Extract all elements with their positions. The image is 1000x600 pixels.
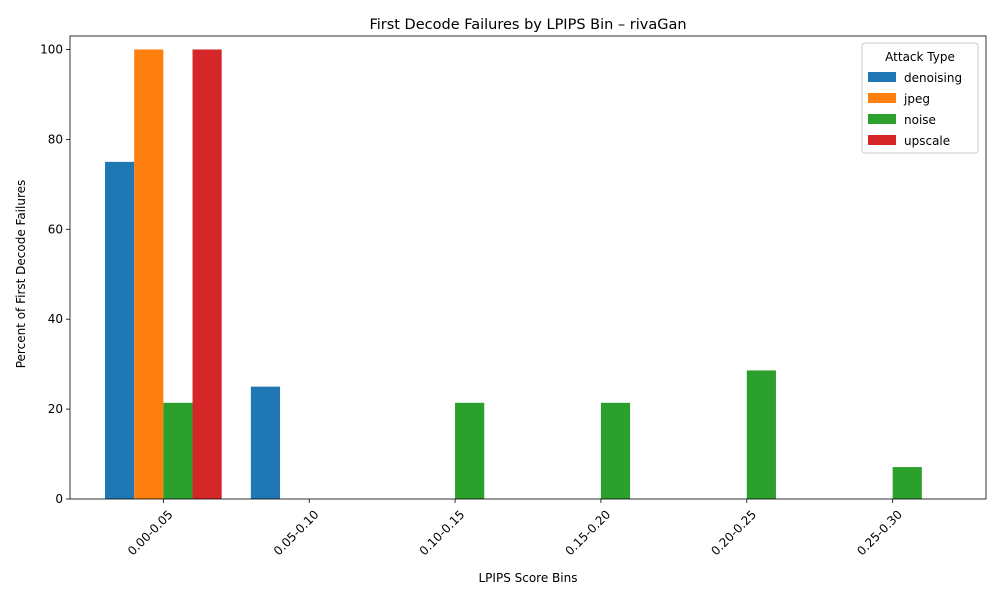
y-tick-label: 100 [40,42,63,56]
y-tick-label: 40 [48,312,63,326]
x-tick-label: 0.00-0.05 [125,507,176,558]
legend-label-noise: noise [904,113,936,127]
y-tick-label: 20 [48,402,63,416]
bar-denoising-0.00-0.05 [105,161,135,499]
legend-swatch-denoising [868,72,896,82]
bar-upscale-0.00-0.05 [192,49,222,499]
legend: Attack Type denoising jpeg noise upscale [861,42,979,154]
x-tick-label: 0.25-0.30 [854,507,905,558]
plot-frame [69,35,987,500]
bars-group [105,49,922,499]
legend-label-jpeg: jpeg [903,92,930,106]
x-axis-label: LPIPS Score Bins [479,571,578,585]
x-tick-label: 0.10-0.15 [417,507,468,558]
bar-jpeg-0.00-0.05 [134,49,164,499]
legend-swatch-noise [868,114,896,124]
legend-title: Attack Type [885,50,955,64]
chart-title: First Decode Failures by LPIPS Bin – riv… [369,17,686,33]
x-tick-label: 0.15-0.20 [563,507,614,558]
y-axis-label: Percent of First Decode Failures [14,180,28,369]
bar-noise-0.00-0.05 [163,402,193,499]
legend-box [861,42,979,154]
y-tick-label: 60 [48,222,63,236]
bar-noise-0.10-0.15 [455,402,485,499]
bar-noise-0.20-0.25 [746,370,776,499]
legend-swatch-jpeg [868,93,896,103]
y-tick-label: 80 [48,132,63,146]
bar-denoising-0.05-0.10 [250,386,281,499]
x-tick-label: 0.05-0.10 [271,507,322,558]
legend-swatch-upscale [868,135,896,145]
legend-label-denoising: denoising [904,71,962,85]
x-tick-label: 0.20-0.25 [708,507,759,558]
bar-noise-0.15-0.20 [600,402,631,499]
legend-label-upscale: upscale [904,134,950,148]
y-tick-label: 0 [55,492,63,506]
bar-noise-0.25-0.30 [892,467,922,499]
